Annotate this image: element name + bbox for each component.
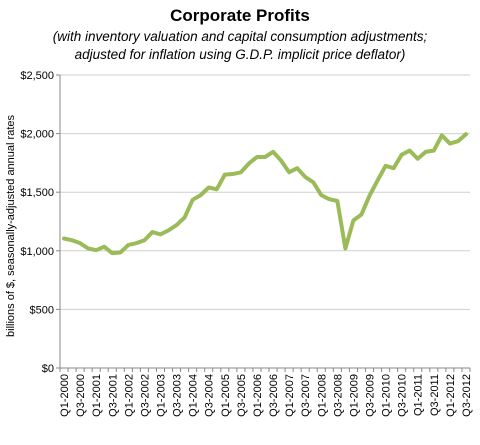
x-tick-label: Q3-2009 <box>365 374 377 417</box>
x-tick-label: Q3-2001 <box>107 374 119 417</box>
x-tick-label: Q3-2010 <box>397 374 409 417</box>
chart-subtitle-line-2: adjusted for inflation using G.D.P. impl… <box>74 47 406 62</box>
data-series <box>62 132 468 256</box>
x-tick-label: Q3-2006 <box>268 374 280 417</box>
y-axis-tick-labels: $0 $500 $1,000 $1,500 $2,000 $2,500 <box>20 70 54 375</box>
y-tick-label: $0 <box>42 363 54 375</box>
x-tick-label: Q3-2007 <box>300 374 312 417</box>
x-tick-label: Q1-2002 <box>123 374 135 417</box>
chart-title: Corporate Profits <box>170 6 310 25</box>
x-tick-label: Q1-2011 <box>413 374 425 416</box>
x-tick-label: Q1-2012 <box>445 374 457 417</box>
x-tick-label: Q1-2009 <box>348 374 360 417</box>
chart-subtitle-line-1: (with inventory valuation and capital co… <box>52 29 428 44</box>
x-tick-label: Q3-2003 <box>172 374 184 417</box>
x-tick-label: Q3-2005 <box>236 374 248 417</box>
x-tick-label: Q1-2004 <box>188 374 200 417</box>
y-axis-label: billions of $, seasonally-adjusted annua… <box>5 115 17 337</box>
x-tick-label: Q3-2008 <box>332 374 344 417</box>
y-tick-label: $1,000 <box>20 246 54 258</box>
x-tick-label: Q1-2008 <box>316 374 328 417</box>
x-tick-label: Q1-2006 <box>252 374 264 417</box>
corporate-profits-line <box>62 132 468 256</box>
x-tick-label: Q3-2012 <box>461 374 473 417</box>
x-tick-label: Q1-2010 <box>381 374 393 417</box>
y-tick-label: $2,000 <box>20 129 54 141</box>
x-tick-label: Q3-2004 <box>204 374 216 417</box>
y-tick-label: $2,500 <box>20 70 54 82</box>
x-tick-label: Q1-2007 <box>284 374 296 417</box>
x-tick-label: Q3-2011 <box>429 374 441 416</box>
x-axis-tick-labels: Q1-2000 Q3-2000 Q1-2001 Q3-2001 Q1-2002 Q3-20… <box>59 374 473 417</box>
x-tick-label: Q1-2003 <box>155 374 167 417</box>
axes <box>56 74 471 372</box>
x-tick-label: Q1-2000 <box>59 374 71 417</box>
x-tick-label: Q1-2001 <box>91 374 103 417</box>
gridlines <box>60 74 470 310</box>
x-tick-label: Q1-2005 <box>220 374 232 417</box>
y-tick-label: $1,500 <box>20 187 54 199</box>
x-tick-label: Q3-2000 <box>75 374 87 417</box>
x-tick-label: Q3-2002 <box>139 374 151 417</box>
y-tick-label: $500 <box>30 304 54 316</box>
